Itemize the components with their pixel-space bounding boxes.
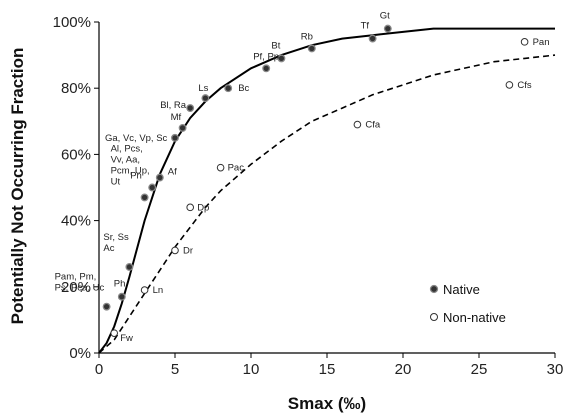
- y-tick-label: 100%: [53, 14, 91, 31]
- x-tick-label: 30: [547, 361, 564, 378]
- y-tick-label: 60%: [61, 146, 91, 163]
- non-native-legend-label: Non-native: [443, 310, 506, 325]
- native-point: [140, 193, 149, 202]
- y-tick-label: 20%: [61, 279, 91, 296]
- non-native-point: [353, 120, 362, 129]
- y-axis-title: Potentially Not Occurring Fraction: [8, 48, 27, 325]
- point-label: Pn: [130, 171, 142, 182]
- point-label: Sr, Ss Ac: [103, 232, 129, 254]
- point-label-line: Pcm, Up,: [111, 165, 150, 176]
- native-fit-curve: [98, 27, 555, 354]
- native-point: [186, 104, 195, 113]
- point-label: Pam, Pm, Ps, Pca, Uc: [55, 272, 105, 294]
- point-label: Bt: [271, 40, 280, 51]
- non-native-legend-marker: [430, 313, 438, 321]
- native-point: [383, 24, 392, 33]
- axes: 0 5 10 15 20 25 30 0% 20% 40% 60% 80% 100%: [53, 14, 564, 378]
- non-native-point: [186, 203, 194, 212]
- point-label: Ln: [153, 285, 164, 296]
- x-tick-label: 15: [319, 361, 336, 378]
- point-label: Pan: [533, 37, 550, 48]
- point-label: Bl, Ra: [160, 100, 187, 111]
- y-tick-label: 80%: [61, 80, 91, 97]
- x-tick-label: 5: [171, 361, 179, 378]
- native-legend-marker: [429, 284, 439, 294]
- point-label: Bc: [238, 83, 249, 94]
- point-label: Ph: [114, 279, 126, 290]
- non-native-point: [216, 163, 225, 172]
- non-native-point: [520, 38, 529, 46]
- native-point: [178, 123, 187, 132]
- point-label-line: Al, Pcs,: [111, 143, 143, 154]
- non-native-point: [505, 81, 514, 89]
- point-label-line: Pam, Pm,: [55, 272, 97, 283]
- non-native-point: [171, 246, 179, 255]
- non-native-point: [110, 329, 118, 337]
- point-label-line: Vv, Aa,: [111, 154, 140, 165]
- point-label-line: Ac: [103, 243, 114, 254]
- point-label-line: Sr, Ss: [103, 232, 129, 243]
- point-label: Dr: [183, 245, 193, 256]
- native-point: [155, 173, 164, 182]
- point-label: Pac: [228, 163, 245, 174]
- point-label: Gt: [380, 11, 390, 22]
- native-point: [125, 262, 134, 271]
- legend: Native Non-native: [429, 282, 506, 325]
- native-point: [262, 64, 271, 73]
- native-point: [117, 292, 126, 301]
- native-point: [102, 302, 111, 311]
- native-point: [277, 54, 286, 63]
- data-points: [102, 24, 529, 337]
- native-point: [224, 84, 233, 93]
- y-tick-label: 0%: [69, 345, 91, 362]
- native-point: [201, 94, 210, 103]
- point-label: Pf, Pp: [253, 51, 279, 62]
- point-label: Fw: [120, 333, 133, 344]
- x-tick-label: 10: [243, 361, 260, 378]
- native-point: [307, 44, 316, 53]
- point-label: Dp: [197, 202, 209, 213]
- non-native-point: [140, 286, 149, 294]
- x-tick-label: 0: [95, 361, 103, 378]
- point-label: Al, Pcs, Vv, Aa, Pcm, Up, Ut: [111, 143, 150, 187]
- point-label: Rb: [301, 31, 313, 42]
- point-label-line: Ps, Pca, Uc: [55, 283, 105, 294]
- point-label: Ga, Vc, Vp, Sc: [105, 133, 168, 144]
- native-point: [171, 133, 179, 142]
- point-label: Af: [168, 167, 177, 178]
- point-label: Cfa: [365, 120, 381, 131]
- point-label: Cfs: [517, 80, 532, 91]
- x-tick-label: 20: [395, 361, 412, 378]
- native-legend-label: Native: [443, 282, 480, 297]
- native-point: [148, 183, 157, 192]
- point-labels: Pam, Pm, Ps, Pca, Uc Ph Sr, Ss Ac Al, Pcs, Vv,…: [55, 11, 550, 345]
- native-point: [368, 34, 377, 43]
- point-label: Mf: [171, 112, 182, 123]
- x-tick-label: 25: [471, 361, 488, 378]
- point-label-line: Ut: [111, 176, 121, 187]
- fit-curves: [98, 27, 556, 354]
- point-label: Tf: [361, 21, 370, 32]
- point-label: Ls: [198, 83, 208, 94]
- y-tick-label: 40%: [61, 213, 91, 230]
- x-axis-title: Smax (‰): [288, 394, 366, 413]
